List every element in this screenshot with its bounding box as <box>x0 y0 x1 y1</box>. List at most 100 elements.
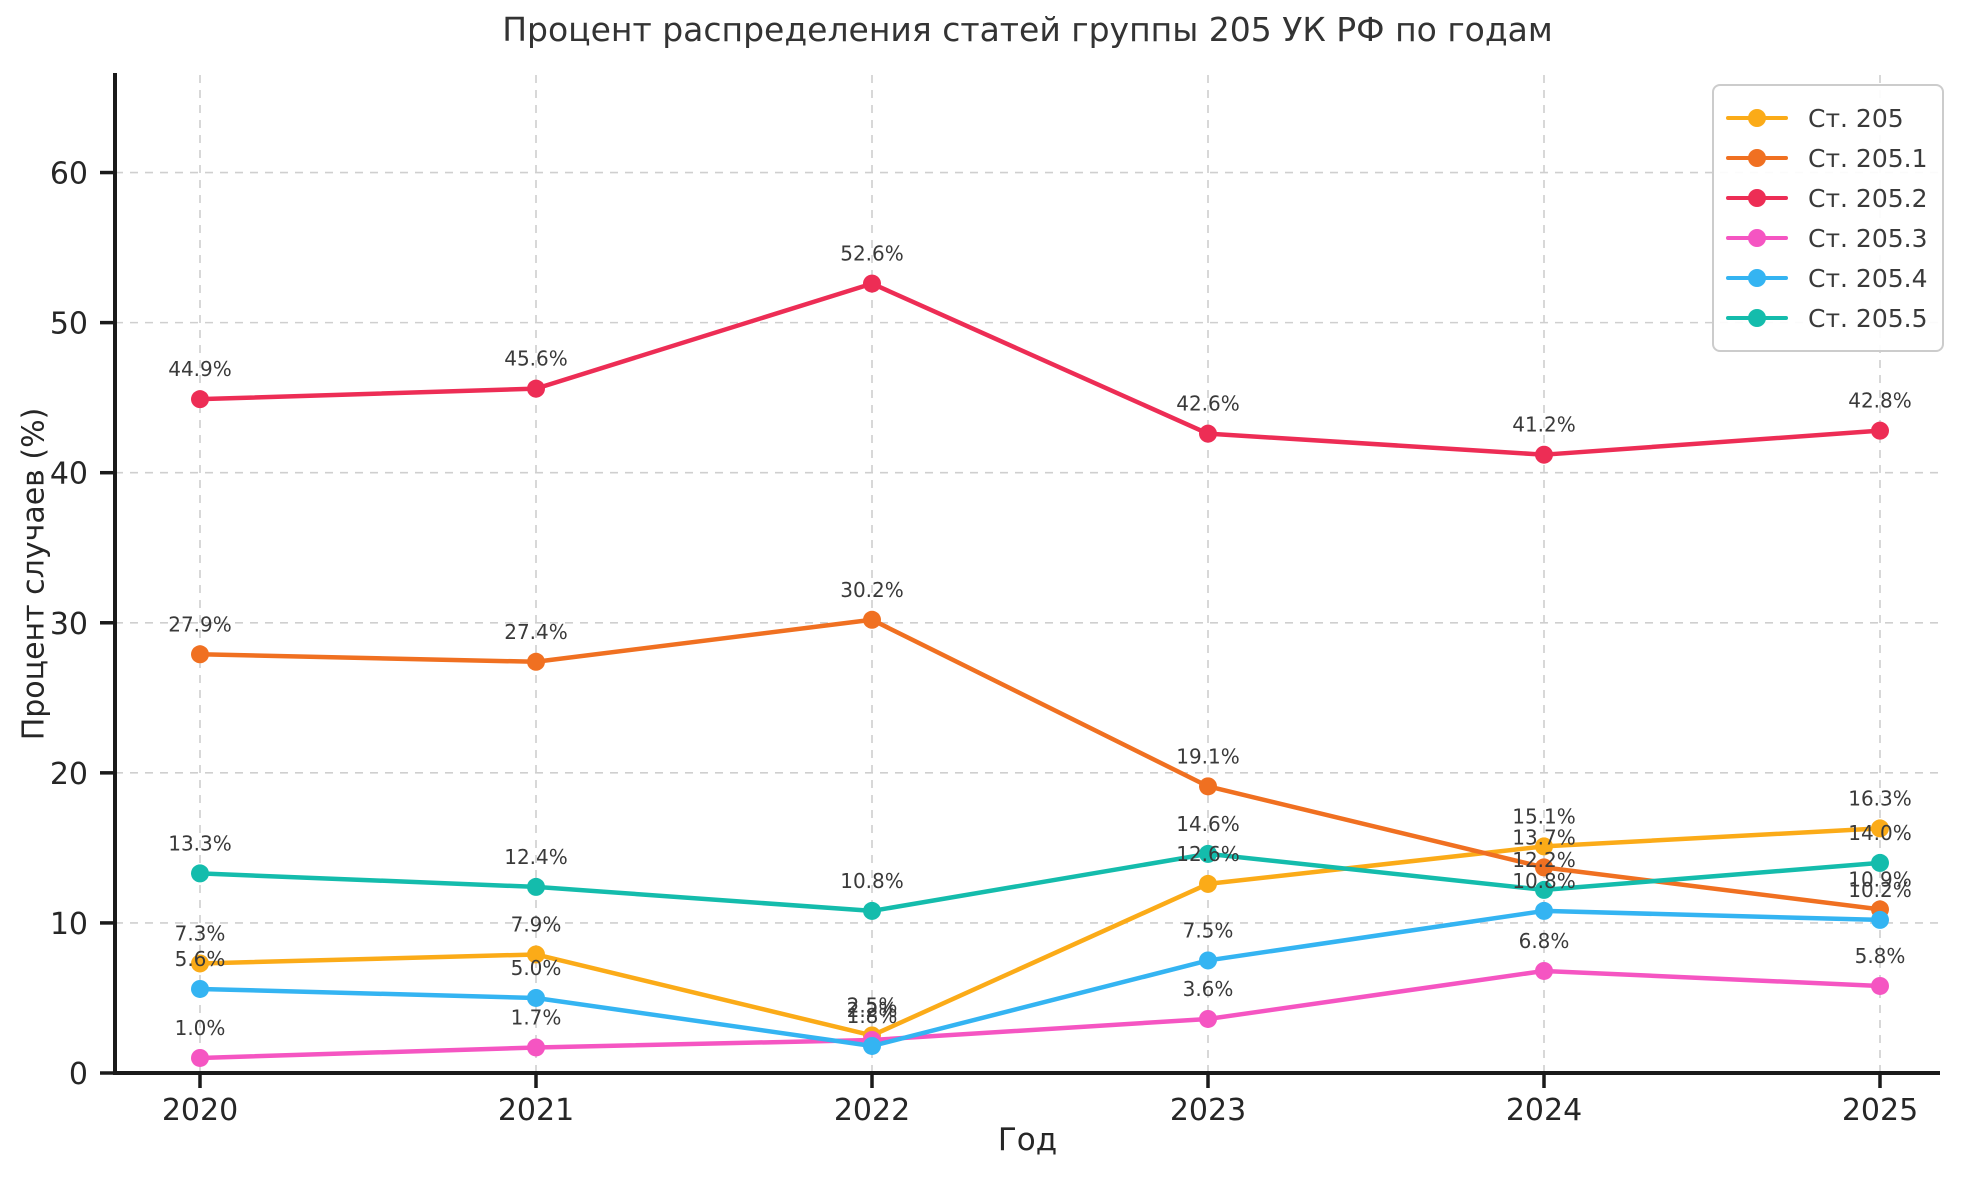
legend-item-4: Ст. 205.4 <box>1726 258 1942 298</box>
legend-dot-icon <box>1748 229 1766 247</box>
legend-item-5: Ст. 205.5 <box>1726 298 1942 338</box>
data-label: 7.9% <box>511 912 562 936</box>
data-label: 19.1% <box>1176 744 1240 768</box>
series-line-4 <box>197 908 1883 1049</box>
legend-item-2: Ст. 205.2 <box>1726 178 1942 218</box>
data-label: 10.9% <box>1848 867 1912 891</box>
x-tick-label: 2024 <box>1506 1093 1582 1128</box>
data-label: 52.6% <box>840 242 904 266</box>
data-label: 2.2% <box>847 998 898 1022</box>
series-line-2 <box>197 281 1883 457</box>
data-point <box>527 945 545 964</box>
y-tick-label: 30 <box>50 607 88 642</box>
legend-label: Ст. 205.2 <box>1808 183 1928 213</box>
data-point <box>527 652 545 671</box>
legend-label: Ст. 205.3 <box>1808 223 1928 253</box>
data-label: 44.9% <box>168 357 232 381</box>
x-tick-label: 2025 <box>1842 1093 1918 1128</box>
data-point <box>527 379 545 398</box>
legend-line-marker-icon <box>1726 189 1788 207</box>
data-point <box>1871 910 1889 929</box>
legend-line-marker-icon <box>1726 309 1788 327</box>
data-point <box>1199 951 1217 970</box>
data-label: 12.4% <box>504 845 568 869</box>
data-label: 6.8% <box>1519 929 1570 953</box>
y-tick-label: 50 <box>50 307 88 342</box>
data-label: 10.8% <box>1512 869 1576 893</box>
y-tick-label: 20 <box>50 757 88 792</box>
legend-label: Ст. 205.1 <box>1808 143 1928 173</box>
data-label: 1.7% <box>511 1005 562 1029</box>
data-point <box>863 610 881 629</box>
data-point <box>1535 961 1553 980</box>
y-tick-label: 40 <box>50 457 88 492</box>
data-label: 14.0% <box>1848 821 1912 845</box>
legend: Ст. 205 Ст. 205.1 Ст. 205.2 Ст. 205.3 Ст. 20… <box>1712 84 1944 352</box>
data-label: 1.8% <box>847 1004 898 1028</box>
y-tick-label: 0 <box>69 1057 88 1092</box>
legend-item-3: Ст. 205.3 <box>1726 218 1942 258</box>
data-label: 42.6% <box>1176 392 1240 416</box>
data-point <box>863 274 881 293</box>
data-point <box>191 645 209 664</box>
data-label: 10.8% <box>840 869 904 893</box>
data-point <box>1535 880 1553 899</box>
data-point <box>1871 976 1889 995</box>
x-tick-label: 2022 <box>834 1093 910 1128</box>
data-label: 27.9% <box>168 612 232 636</box>
data-label: 5.8% <box>1855 944 1906 968</box>
legend-dot-icon <box>1748 149 1766 167</box>
series-line-5 <box>197 851 1883 914</box>
data-label: 7.5% <box>1183 918 1234 942</box>
data-label: 30.2% <box>840 578 904 602</box>
data-label: 15.1% <box>1512 804 1576 828</box>
data-point <box>1871 819 1889 838</box>
legend-dot-icon <box>1748 309 1766 327</box>
legend-item-0: Ст. 205 <box>1726 98 1942 138</box>
y-tick-label: 10 <box>50 907 88 942</box>
legend-dot-icon <box>1748 189 1766 207</box>
legend-dot-icon <box>1748 109 1766 127</box>
data-point <box>191 954 209 973</box>
data-point <box>527 988 545 1007</box>
data-label: 1.0% <box>175 1016 226 1040</box>
data-point <box>1535 858 1553 877</box>
data-point <box>1199 424 1217 443</box>
data-point <box>1871 421 1889 440</box>
data-point <box>191 864 209 883</box>
data-point <box>1871 853 1889 872</box>
legend-line-marker-icon <box>1726 109 1788 127</box>
data-point <box>527 1038 545 1057</box>
legend-label: Ст. 205.4 <box>1808 263 1928 293</box>
legend-line-marker-icon <box>1726 149 1788 167</box>
data-label: 13.3% <box>168 831 232 855</box>
legend-item-1: Ст. 205.1 <box>1726 138 1942 178</box>
data-label: 10.2% <box>1848 878 1912 902</box>
data-point <box>863 901 881 920</box>
legend-label: Ст. 205 <box>1808 103 1904 133</box>
data-point <box>1535 837 1553 856</box>
data-point <box>191 1048 209 1067</box>
legend-label: Ст. 205.5 <box>1808 303 1928 333</box>
data-label: 2.5% <box>847 993 898 1017</box>
y-tick-label: 60 <box>50 157 88 192</box>
series-line-1 <box>197 617 1883 912</box>
x-tick-label: 2021 <box>498 1093 574 1128</box>
data-label: 14.6% <box>1176 812 1240 836</box>
data-point <box>1535 901 1553 920</box>
x-tick-label: 2023 <box>1170 1093 1246 1128</box>
data-label: 5.6% <box>175 947 226 971</box>
series-line-0 <box>197 826 1883 1038</box>
data-label: 16.3% <box>1848 786 1912 810</box>
data-label: 13.7% <box>1512 825 1576 849</box>
data-label: 3.6% <box>1183 977 1234 1001</box>
legend-dot-icon <box>1748 269 1766 287</box>
data-point <box>191 979 209 998</box>
data-label: 12.6% <box>1176 842 1240 866</box>
data-point <box>191 390 209 409</box>
data-point <box>1535 445 1553 464</box>
data-point <box>1199 874 1217 893</box>
data-point <box>1199 1009 1217 1028</box>
